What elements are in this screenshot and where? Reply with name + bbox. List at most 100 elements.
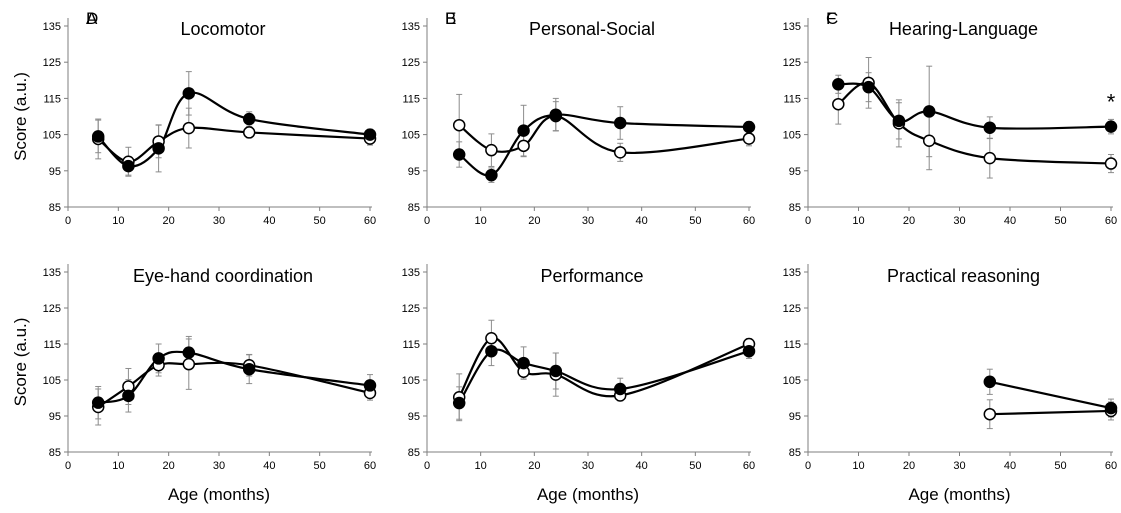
x-tick-label: 0 [424, 215, 430, 227]
series-line-open [837, 81, 1112, 165]
data-point-filled [742, 344, 756, 358]
x-tick-label: 50 [1054, 460, 1066, 472]
y-tick-label: 125 [43, 303, 61, 315]
data-point-filled [832, 78, 845, 91]
y-tick-label: 135 [43, 21, 61, 33]
y-tick-label: 135 [402, 267, 420, 279]
panel-title: Practical reasoning [887, 266, 1040, 286]
x-tick-label: 10 [475, 460, 487, 472]
data-point-filled [182, 87, 196, 100]
panel-letter: A [86, 9, 98, 28]
x-tick-label: 30 [582, 215, 594, 227]
data-point-open [613, 146, 627, 159]
panel-letter: B [445, 9, 456, 28]
data-point-filled [1104, 401, 1118, 415]
data-point-open [485, 331, 498, 345]
x-axis-title: Age (months) [908, 485, 1010, 504]
y-tick-label: 115 [402, 339, 420, 351]
y-tick-label: 105 [783, 130, 801, 142]
x-tick-label: 20 [163, 215, 175, 227]
x-tick-label: 40 [1004, 215, 1016, 227]
x-tick-label: 40 [636, 460, 648, 472]
data-point-filled [517, 356, 530, 370]
y-tick-label: 85 [49, 202, 61, 214]
x-tick-label: 50 [689, 460, 701, 472]
data-point-filled [613, 116, 627, 130]
x-tick-label: 30 [213, 215, 225, 227]
y-tick-label: 95 [789, 166, 801, 178]
y-tick-label: 115 [783, 93, 801, 105]
panel-a: 85 95 105 115 125 135 0 10 20 30 40 50 60 A Locomotor S… [11, 9, 377, 227]
data-point-filled [983, 121, 997, 134]
x-tick-label: 10 [852, 215, 864, 227]
data-point-filled [549, 108, 563, 121]
panel-title: Personal-Social [529, 19, 655, 39]
y-tick-label: 135 [402, 21, 420, 33]
data-point-open [452, 118, 466, 132]
data-point-open [242, 126, 256, 139]
series-line-filled [838, 82, 1112, 130]
data-point-filled [485, 344, 498, 358]
y-tick-label: 115 [783, 339, 801, 351]
data-point-filled [922, 105, 936, 118]
data-point-filled [152, 352, 165, 365]
data-point-filled [122, 159, 135, 173]
y-tick-label: 95 [408, 411, 420, 423]
x-axis-title: Age (months) [537, 485, 639, 504]
data-point-open [922, 134, 936, 148]
data-point-filled [363, 379, 377, 392]
panel-c: 85 95 105 115 125 135 0 10 20 30 40 50 60 C Hearing-La… [783, 9, 1118, 227]
x-tick-label: 60 [364, 460, 376, 472]
x-tick-label: 20 [163, 460, 175, 472]
y-tick-label: 115 [43, 93, 61, 105]
x-tick-label: 20 [528, 460, 540, 472]
data-point-filled [122, 389, 135, 403]
x-axis-title: Age (months) [168, 485, 270, 504]
y-axis-title: Score (a.u.) [11, 318, 30, 407]
panel-letter: E [445, 9, 456, 28]
panel-title: Performance [540, 266, 643, 286]
y-tick-label: 125 [43, 57, 61, 69]
data-point-filled [613, 382, 627, 396]
x-tick-label: 20 [903, 460, 915, 472]
panel-letter: F [826, 9, 836, 28]
data-point-open [1104, 157, 1118, 170]
x-tick-label: 50 [689, 215, 701, 227]
data-point-open [182, 357, 196, 371]
y-tick-label: 105 [402, 375, 420, 387]
x-tick-label: 40 [263, 460, 275, 472]
x-tick-label: 40 [1004, 460, 1016, 472]
y-axis-title: Score (a.u.) [11, 72, 30, 161]
significance-annotation: * [1107, 89, 1116, 114]
x-tick-label: 30 [953, 215, 965, 227]
panel-b: 85 95 105 115 125 135 0 10 20 30 40 50 60 B Personal-S… [402, 9, 756, 227]
y-tick-label: 135 [783, 21, 801, 33]
y-tick-label: 115 [43, 339, 61, 351]
data-point-open [832, 97, 845, 111]
y-tick-label: 105 [402, 130, 420, 142]
y-tick-label: 95 [49, 166, 61, 178]
data-point-filled [983, 375, 997, 389]
data-point-open [182, 121, 196, 135]
data-point-open [485, 143, 498, 157]
panel-title: Locomotor [180, 19, 265, 39]
x-tick-label: 50 [1054, 215, 1066, 227]
data-point-filled [152, 142, 165, 155]
y-tick-label: 125 [402, 57, 420, 69]
panel-d: 85 95 105 115 125 135 0 10 20 30 40 50 60 D Eye-hand c… [11, 9, 377, 504]
panel-f: 85 95 105 115 125 135 0 10 20 30 40 50 60 F Practical … [783, 9, 1118, 504]
y-tick-label: 105 [43, 375, 61, 387]
series-line-open [97, 126, 371, 163]
data-point-filled [485, 168, 498, 182]
y-tick-label: 105 [43, 130, 61, 142]
data-point-filled [1104, 120, 1118, 133]
data-point-open [517, 139, 530, 153]
data-point-filled [363, 128, 377, 141]
x-tick-label: 30 [582, 460, 594, 472]
panel-letter: C [826, 9, 838, 28]
data-point-filled [452, 148, 466, 161]
y-tick-label: 95 [408, 166, 420, 178]
data-point-filled [182, 346, 196, 359]
data-point-filled [892, 114, 906, 128]
series-line-filled [989, 380, 1112, 410]
